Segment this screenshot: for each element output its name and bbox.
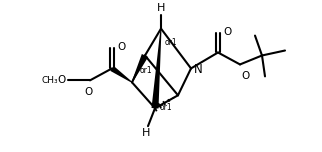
Text: or1: or1 xyxy=(160,103,173,112)
Text: H: H xyxy=(157,3,165,13)
Polygon shape xyxy=(152,29,162,109)
Text: or1: or1 xyxy=(140,66,153,75)
Text: O: O xyxy=(117,41,125,52)
Text: or1: or1 xyxy=(165,38,178,47)
Text: O: O xyxy=(241,71,249,81)
Text: O: O xyxy=(223,27,231,37)
Text: CH₃: CH₃ xyxy=(41,76,58,85)
Text: O: O xyxy=(58,75,66,85)
Text: H: H xyxy=(142,128,150,138)
Polygon shape xyxy=(132,54,148,83)
Text: N: N xyxy=(194,63,203,76)
Polygon shape xyxy=(110,66,132,83)
Text: O: O xyxy=(85,87,93,97)
